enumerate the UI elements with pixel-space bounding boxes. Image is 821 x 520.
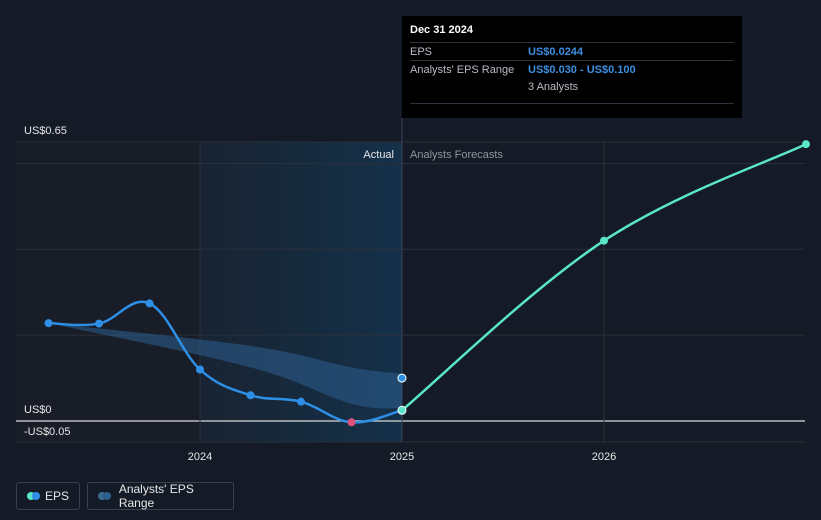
eps-point[interactable]: [246, 391, 255, 400]
tooltip-eps-value: US$0.0244: [528, 45, 584, 58]
eps-point[interactable]: [145, 299, 154, 308]
x-tick-label: 2024: [188, 451, 212, 463]
tooltip: Dec 31 2024 EPS US$0.0244 Analysts' EPS …: [402, 16, 742, 118]
eps-point[interactable]: [397, 405, 407, 415]
legend-eps[interactable]: EPS: [16, 482, 80, 510]
legend-eps-swatch: [27, 492, 40, 500]
range-high-point[interactable]: [397, 373, 407, 383]
eps-point[interactable]: [95, 319, 103, 328]
y-tick-label: -US$0.05: [24, 426, 70, 438]
section-label-actual: Actual: [363, 149, 394, 161]
tooltip-eps-label: EPS: [410, 45, 433, 58]
tooltip-date: Dec 31 2024: [410, 24, 473, 36]
eps-point[interactable]: [196, 365, 204, 374]
eps-forecast-point[interactable]: [802, 140, 810, 149]
y-tick-label: US$0.65: [24, 125, 67, 137]
legend-range-swatch: [98, 492, 111, 500]
legend-eps-range[interactable]: Analysts' EPS Range: [87, 482, 234, 510]
tooltip-row-eps: EPS US$0.0244: [410, 42, 734, 60]
y-axis-labels: US$0.65 US$0 -US$0.05: [24, 125, 70, 438]
eps-point[interactable]: [297, 397, 305, 406]
tooltip-row-range: Analysts' EPS Range US$0.030 - US$0.100: [410, 60, 734, 78]
tooltip-range-label: Analysts' EPS Range: [410, 63, 515, 76]
section-label-forecast: Analysts Forecasts: [410, 149, 503, 161]
eps-point[interactable]: [347, 418, 356, 427]
eps-range-band: [48, 323, 402, 409]
eps-actual-line: [48, 300, 403, 424]
tooltip-range-value: US$0.030 - US$0.100: [528, 63, 636, 76]
legend-range-label: Analysts' EPS Range: [118, 482, 194, 510]
data-points: [44, 140, 810, 427]
eps-point[interactable]: [44, 319, 53, 328]
tooltip-row-analysts: 3 Analysts: [410, 78, 734, 95]
past-shade: [16, 142, 200, 442]
legend-eps-label: EPS: [44, 489, 69, 503]
eps-forecast-point[interactable]: [600, 236, 608, 245]
x-axis-labels: 2024 2025 2026: [188, 451, 616, 463]
x-tick-label: 2025: [390, 451, 414, 463]
y-tick-label: US$0: [24, 404, 52, 416]
x-tick-label: 2026: [592, 451, 616, 463]
tooltip-analysts: 3 Analysts: [528, 80, 579, 93]
